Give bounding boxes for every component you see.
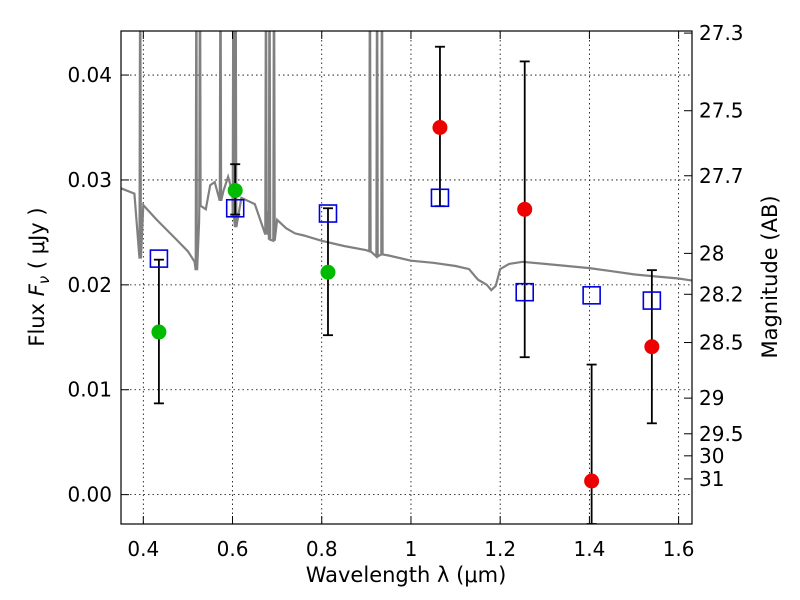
y-tick-label: 0.03 <box>67 168 112 192</box>
y-tick-label: 0.04 <box>67 63 112 87</box>
right-tick-label: 28 <box>699 241 724 265</box>
right-tick-label: 28.5 <box>699 331 744 355</box>
right-tick-label: 27.7 <box>699 164 744 188</box>
red-data-point <box>644 339 660 355</box>
y-tick-label: 0.02 <box>67 273 112 297</box>
y-tick-label: 0.01 <box>67 378 112 402</box>
plot-frame <box>120 30 693 525</box>
y-axis-title: Flux Fν ( μJy ) <box>25 207 53 346</box>
x-tick-label: 1.2 <box>484 537 516 561</box>
model-square <box>582 286 601 305</box>
plot-area <box>121 31 692 524</box>
green-data-point <box>227 182 243 198</box>
x-axis-title: Wavelength λ (μm) <box>306 563 507 587</box>
right-tick-label: 27.3 <box>699 21 744 45</box>
model-square <box>430 188 450 208</box>
x-tick-label: 1.4 <box>573 537 605 561</box>
y-tick-label: 0.00 <box>67 483 112 507</box>
x-tick-label: 1.6 <box>663 537 695 561</box>
axis-ticks <box>121 31 692 524</box>
right-tick-label: 29.5 <box>699 422 744 446</box>
right-tick-label: 29 <box>699 386 724 410</box>
x-tick-label: 0.8 <box>306 537 338 561</box>
right-tick-label: 31 <box>699 467 724 491</box>
red-data-point <box>584 473 600 489</box>
y-axis-right-title: Magnitude (AB) <box>758 195 782 358</box>
tick-labels: 0.4 0.6 0.8 1 1.2 1.4 1.6 0.00 0.01 0.02 0.03 0.04 2… <box>67 21 743 561</box>
right-tick-label: 28.2 <box>699 282 744 306</box>
error-bars <box>153 45 657 524</box>
model-square <box>515 282 535 302</box>
model-square <box>642 291 662 310</box>
red-data-point <box>517 201 533 217</box>
x-tick-label: 1 <box>405 537 418 561</box>
green-data-point <box>320 264 336 280</box>
x-tick-label: 0.4 <box>127 537 159 561</box>
sed-curve <box>121 31 692 292</box>
right-tick-label: 27.5 <box>699 99 744 123</box>
x-tick-label: 0.6 <box>217 537 249 561</box>
red-data-point <box>432 120 448 136</box>
right-tick-label: 30 <box>699 444 724 468</box>
model-square <box>318 204 338 223</box>
grid <box>121 31 692 524</box>
data-points <box>149 120 662 489</box>
green-data-point <box>151 324 167 340</box>
model-square <box>225 198 245 218</box>
model-square <box>149 249 169 268</box>
